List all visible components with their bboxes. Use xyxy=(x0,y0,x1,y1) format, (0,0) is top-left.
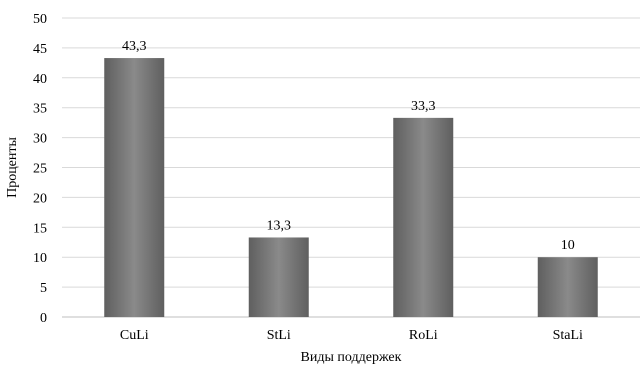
bar-stli xyxy=(248,237,309,317)
x-tick-label: CuLi xyxy=(120,328,149,343)
y-tick-label: 10 xyxy=(33,251,47,266)
y-axis-title: Проценты xyxy=(5,136,20,197)
y-tick-label: 30 xyxy=(33,132,47,147)
y-tick-label: 15 xyxy=(33,221,47,236)
x-tick-label: StaLi xyxy=(553,328,583,343)
x-axis-title: Виды поддержек xyxy=(301,350,402,365)
x-tick-label: RoLi xyxy=(409,328,438,343)
x-axis-categories: CuLi StLi RoLi StaLi xyxy=(120,328,583,343)
y-tick-label: 0 xyxy=(40,311,47,326)
y-tick-label: 45 xyxy=(33,42,47,57)
x-tick-label: StLi xyxy=(267,328,291,343)
y-tick-label: 5 xyxy=(40,281,47,296)
data-label: 43,3 xyxy=(122,39,147,54)
bars xyxy=(104,58,598,317)
y-tick-label: 25 xyxy=(33,162,47,177)
bar-culi xyxy=(104,58,165,317)
y-tick-label: 35 xyxy=(33,102,47,117)
data-label: 33,3 xyxy=(411,99,436,114)
y-tick-label: 50 xyxy=(33,12,47,27)
y-tick-label: 20 xyxy=(33,191,47,206)
y-tick-label: 40 xyxy=(33,72,47,87)
data-label: 10 xyxy=(561,238,575,253)
bar-stali xyxy=(537,257,598,317)
data-label: 13,3 xyxy=(267,218,292,233)
y-axis-ticks: 0 5 10 15 20 25 30 35 40 45 50 xyxy=(33,12,47,326)
bar-roli xyxy=(393,117,454,317)
data-labels: 43,3 13,3 33,3 10 xyxy=(122,39,575,253)
